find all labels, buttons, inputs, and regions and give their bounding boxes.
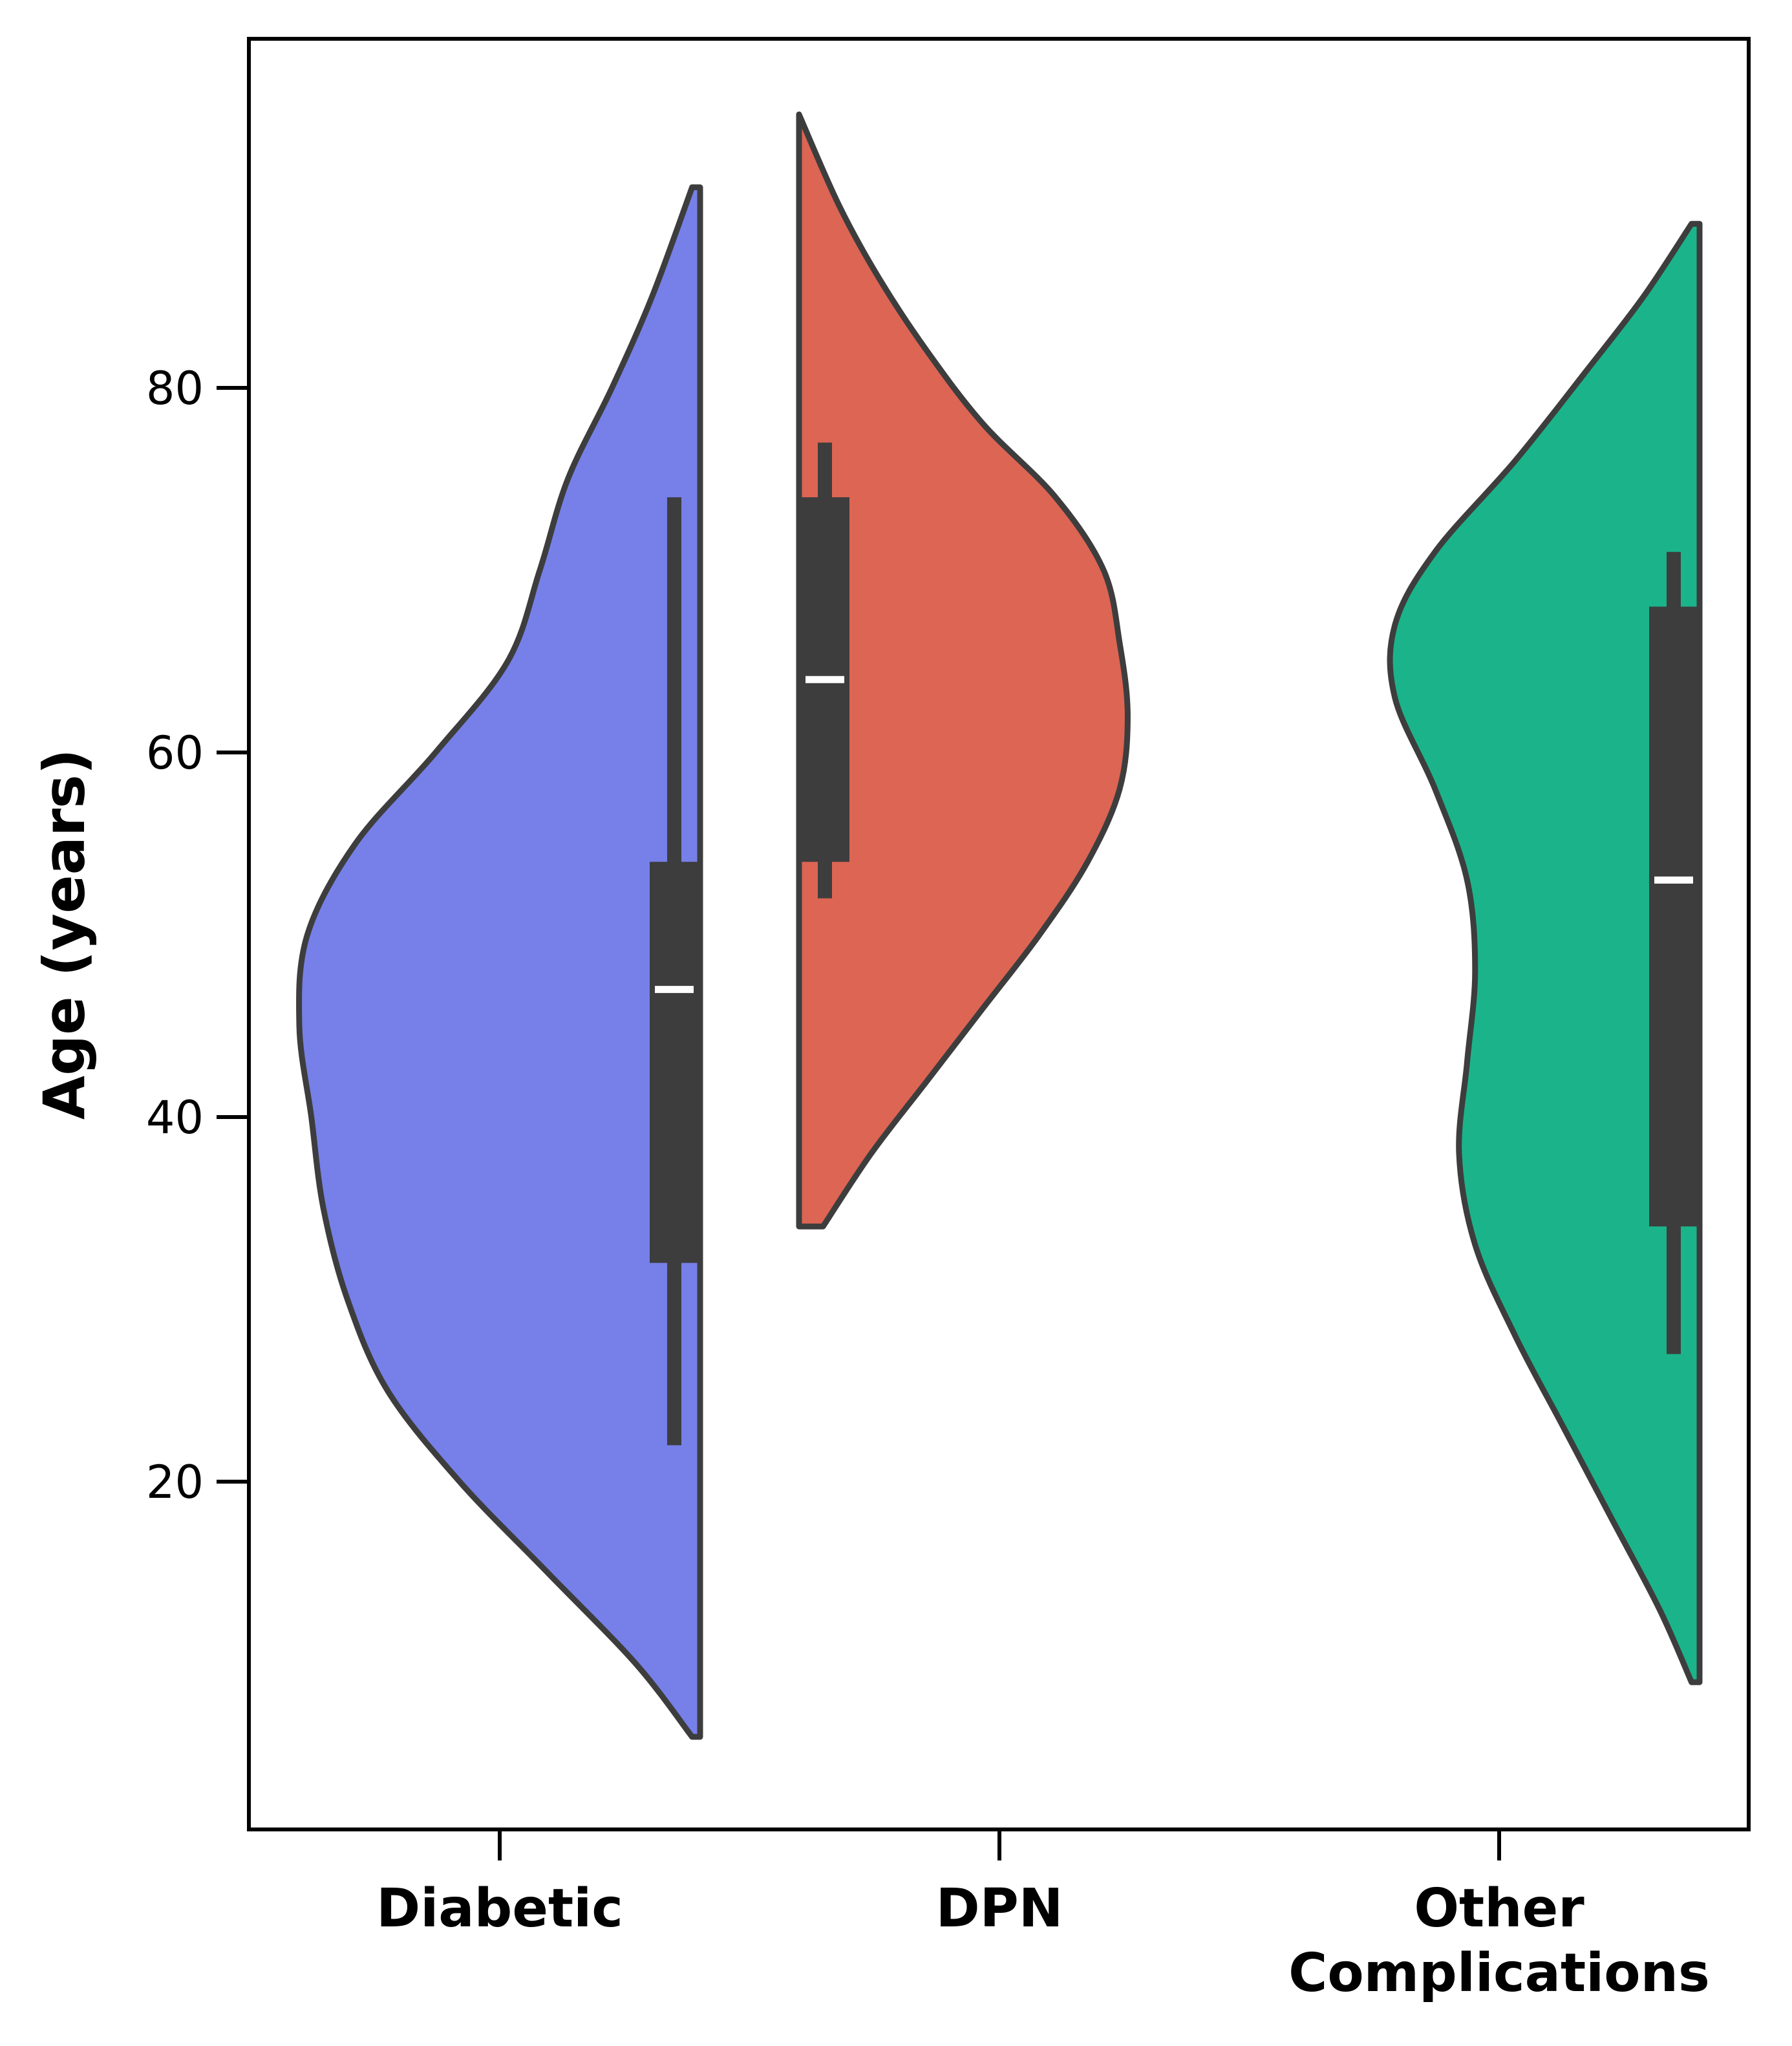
violins-layer [295,111,1703,1740]
x-axis: Diabetic DPN Other Complications [376,1829,1710,2004]
iqr-box-0 [650,862,699,1263]
y-tick-label-60: 60 [146,727,204,780]
y-axis-title: Age (years) [31,749,98,1120]
violin-1 [796,111,1131,1230]
violin-0 [295,184,703,1740]
y-tick-label-20: 20 [146,1456,204,1509]
boxes-layer [650,442,1698,1445]
x-tick-label-line-1-0: DPN [936,1878,1063,1939]
x-tick-label-line-0-0: Diabetic [376,1878,623,1939]
x-tick-label-line-2-0: Other [1414,1878,1584,1939]
violin-2 [1387,220,1703,1685]
x-tick-label-1: DPN [936,1878,1063,1939]
x-tick-label-line-2-1: Complications [1288,1943,1710,2004]
y-axis: 20 40 60 80 [146,362,249,1509]
x-tick-label-0: Diabetic [376,1878,623,1939]
y-tick-label-40: 40 [146,1091,204,1144]
iqr-box-2 [1649,606,1698,1227]
y-tick-label-80: 80 [146,362,204,415]
x-tick-label-2: Other Complications [1288,1878,1710,2004]
